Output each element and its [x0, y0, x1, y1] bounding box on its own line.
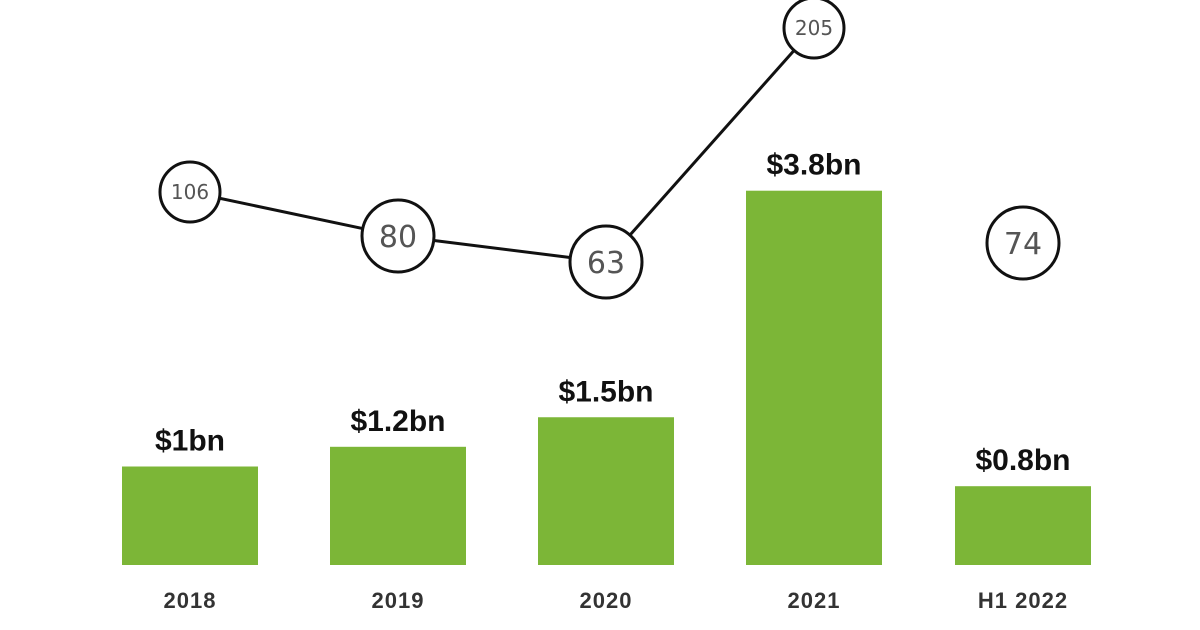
bar-value-label-0: $1bn — [155, 425, 225, 458]
line-marker-1 — [360, 198, 436, 274]
bar-value-label-4: $0.8bn — [975, 444, 1070, 477]
bar-2 — [538, 417, 674, 565]
line-value-label-4: 74 — [1004, 227, 1042, 262]
bar-value-label-3: $3.8bn — [766, 149, 861, 182]
category-label-3: 2021 — [788, 588, 841, 613]
line-marker-2 — [568, 224, 644, 300]
bar-4 — [955, 486, 1091, 565]
line-value-label-0: 106 — [171, 180, 209, 204]
category-labels-layer: 2018 2019 2020 2021 H1 2022 — [164, 588, 1068, 613]
line-value-label-1: 80 — [379, 220, 417, 255]
line-marker-0 — [158, 160, 222, 224]
bar-labels-layer: $1bn $1.2bn $1.5bn $3.8bn $0.8bn — [155, 149, 1071, 478]
bar-value-label-2: $1.5bn — [558, 375, 653, 408]
bar-3 — [746, 190, 882, 565]
markers-layer: 106 80 63 205 74 — [158, 0, 1061, 300]
line-value-label-3: 205 — [795, 16, 833, 40]
bars-layer — [122, 190, 1091, 565]
category-label-4: H1 2022 — [978, 588, 1068, 613]
line-value-label-2: 63 — [587, 246, 625, 281]
bar-value-label-1: $1.2bn — [350, 405, 445, 438]
bar-1 — [330, 446, 466, 565]
bar-0 — [122, 466, 258, 565]
category-label-0: 2018 — [164, 588, 217, 613]
category-label-1: 2019 — [372, 588, 425, 613]
line-marker-3 — [782, 0, 846, 60]
line-segment-2 — [604, 27, 816, 263]
line-layer — [189, 27, 816, 264]
line-marker-4 — [985, 205, 1061, 281]
category-label-2: 2020 — [580, 588, 633, 613]
